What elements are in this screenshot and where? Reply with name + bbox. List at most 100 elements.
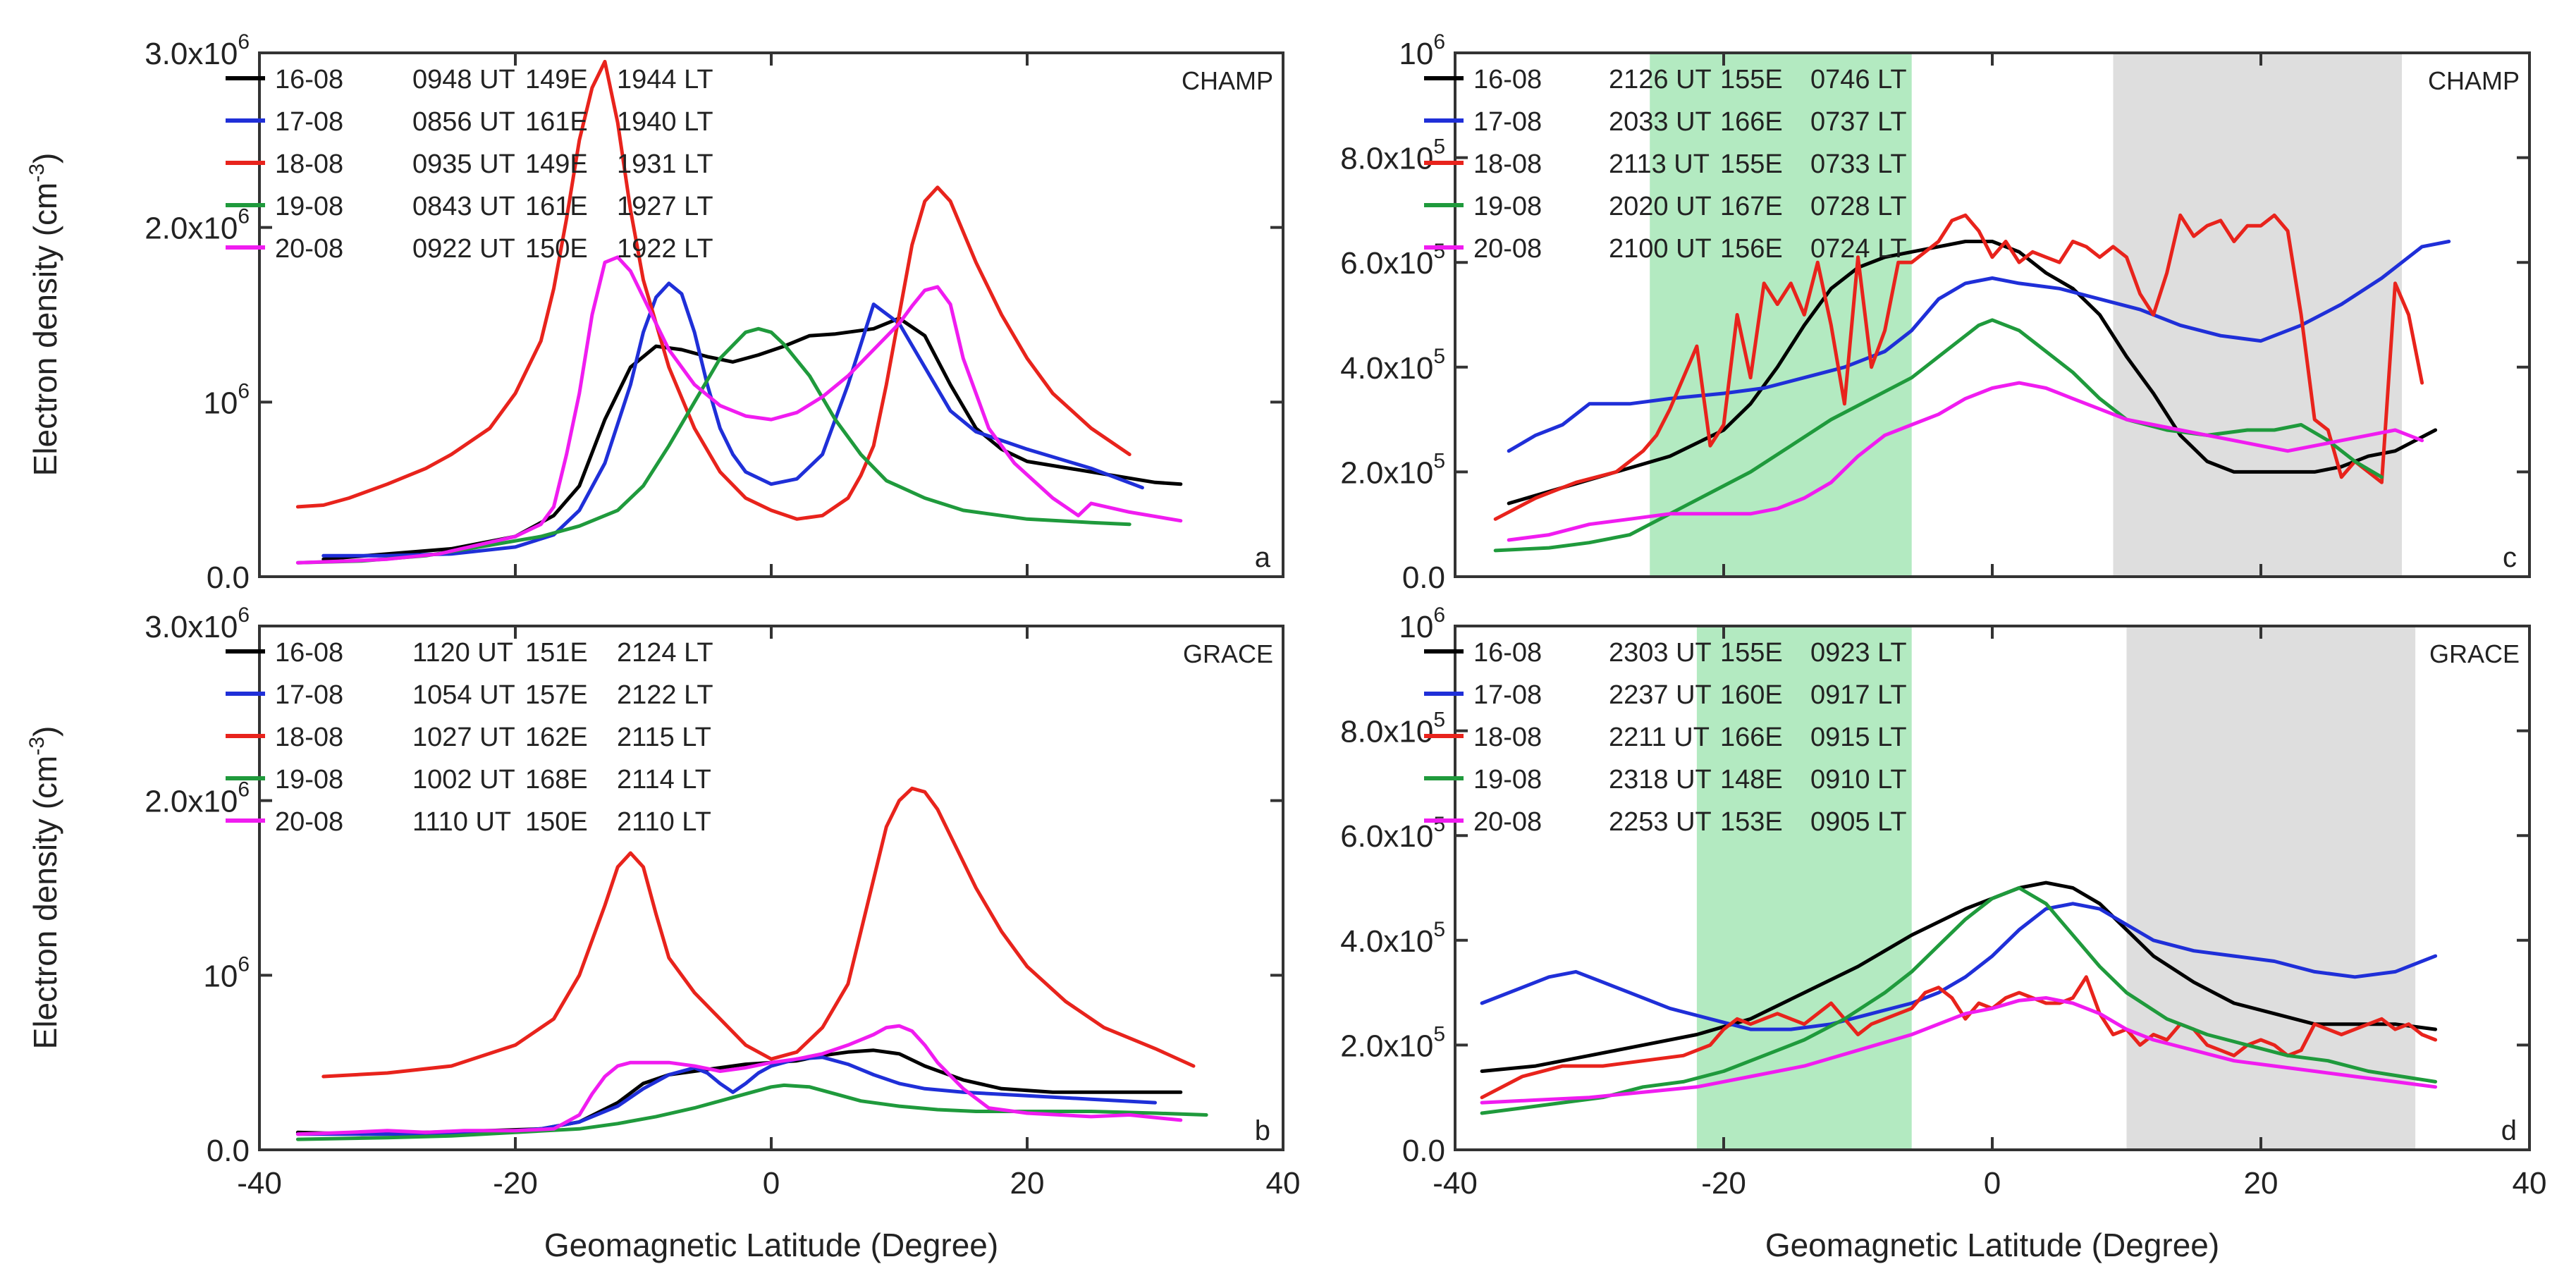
y-tick-label-base: 0.0	[207, 1134, 250, 1168]
y-tick-label: 6.0x105	[1340, 813, 1445, 854]
legend-entry-17-08: 17-08 1054 UT 157E 2122 LT	[226, 680, 713, 710]
y-tick-label-base: 4.0x10	[1340, 924, 1433, 959]
legend-entry-16-08: 16-08 1120 UT 151E 2124 LT	[226, 638, 713, 668]
legend-ut: 2237 UT	[1609, 680, 1712, 710]
series-line-18-08	[1480, 975, 2438, 1100]
series-line-20-08	[295, 255, 1183, 565]
legend-date: 18-08	[1473, 723, 1542, 752]
legend-ut: 2126 UT	[1609, 65, 1712, 94]
legend-lt: 0746 LT	[1810, 65, 1907, 94]
y-tick-label-base: 2.0x10	[1340, 455, 1433, 490]
y-tick-label-exponent: 6	[1433, 603, 1445, 627]
y-tick-label-exponent: 5	[1433, 918, 1445, 941]
legend-entry-17-08: 17-08 2237 UT 160E 0917 LT	[1424, 680, 1907, 710]
legend-date: 18-08	[1473, 149, 1542, 179]
y-tick-label: 106	[203, 379, 250, 420]
y-tick-label-base: 3.0x10	[145, 37, 238, 71]
panel-letter: c	[2503, 542, 2517, 573]
legend-entry-19-08: 19-08 0843 UT 161E 1927 LT	[226, 192, 713, 221]
y-tick-label-exponent: 6	[238, 379, 250, 403]
y-tick-label-exponent: 5	[1433, 709, 1445, 732]
shaded-band-green	[1650, 53, 1912, 577]
legend-date: 17-08	[1473, 680, 1542, 710]
x-tick-label: -20	[1701, 1166, 1746, 1201]
y-tick-label-exponent: 5	[1433, 813, 1445, 836]
y-tick-label-base: 4.0x10	[1340, 351, 1433, 386]
series-line-20-08	[1507, 381, 2424, 542]
legend-longitude: 167E	[1720, 192, 1783, 221]
legend-entry-17-08: 17-08 0856 UT 161E 1940 LT	[226, 107, 713, 137]
y-tick-label: 0.0	[207, 1134, 250, 1168]
y-tick-label-base: 8.0x10	[1340, 142, 1433, 176]
legend-lt: 1927 LT	[617, 192, 713, 221]
legend-lt: 0917 LT	[1810, 680, 1907, 710]
legend-ut: 2020 UT	[1609, 192, 1712, 221]
y-tick-label: 0.0	[1402, 560, 1445, 595]
y-tick-label-exponent: 6	[238, 952, 250, 976]
x-tick-label: 0	[763, 1166, 780, 1201]
x-tick-label: -20	[493, 1166, 538, 1201]
x-tick-label: 20	[1010, 1166, 1045, 1201]
y-tick-label: 3.0x106	[145, 30, 250, 71]
series-line-18-08	[321, 786, 1196, 1079]
legend-lt: 0724 LT	[1810, 234, 1907, 264]
instrument-label: CHAMP	[2428, 66, 2520, 95]
legend-ut: 0856 UT	[412, 107, 515, 137]
y-tick-label: 2.0x106	[145, 205, 250, 246]
legend-longitude: 155E	[1720, 65, 1783, 94]
y-tick-label-base: 3.0x10	[145, 610, 238, 644]
series-line-19-08	[1480, 886, 2438, 1115]
legend-longitude: 153E	[1720, 807, 1783, 837]
legend-longitude: 166E	[1720, 107, 1783, 137]
legend-longitude: 162E	[525, 723, 588, 752]
legend-lt: 2122 LT	[617, 680, 713, 710]
series-line-20-08	[1480, 996, 2438, 1105]
legend-lt: 0923 LT	[1810, 638, 1907, 668]
legend-ut: 1120 UT	[412, 638, 513, 668]
y-tick-label-base: 0.0	[1402, 1134, 1445, 1168]
legend-ut: 2253 UT	[1609, 807, 1712, 837]
panel-letter: b	[1255, 1115, 1270, 1146]
y-tick-label-exponent: 6	[238, 30, 250, 54]
shaded-band-gray	[2126, 626, 2416, 1150]
legend-lt: 2110 LT	[617, 807, 711, 837]
legend-ut: 2211 UT	[1609, 723, 1710, 752]
legend-date: 17-08	[1473, 107, 1542, 137]
y-axis-label-text: Electron density (cm	[27, 756, 63, 1050]
legend-entry-19-08: 19-08 1002 UT 168E 2114 LT	[226, 765, 711, 795]
legend-date: 18-08	[275, 149, 343, 179]
legend-lt: 2114 LT	[617, 765, 711, 795]
legend-entry-17-08: 17-08 2033 UT 166E 0737 LT	[1424, 107, 1907, 137]
y-tick-label: 106	[203, 952, 250, 993]
y-tick-label: 0.0	[207, 560, 250, 595]
y-tick-label: 4.0x105	[1340, 918, 1445, 959]
legend-lt: 0728 LT	[1810, 192, 1907, 221]
instrument-label: CHAMP	[1182, 66, 1273, 95]
legend-longitude: 160E	[1720, 680, 1783, 710]
legend-ut: 0922 UT	[412, 234, 515, 264]
x-axis-label-right: Geomagnetic Latitude (Degree)	[1765, 1227, 2219, 1263]
series-line-19-08	[295, 326, 1131, 565]
legend-lt: 0910 LT	[1810, 765, 1907, 795]
legend-date: 20-08	[1473, 807, 1542, 837]
legend-date: 19-08	[1473, 765, 1542, 795]
y-tick-label: 106	[1399, 603, 1445, 644]
panel-letter: a	[1255, 542, 1271, 573]
legend-date: 18-08	[275, 723, 343, 752]
legend-lt: 2124 LT	[617, 638, 713, 668]
legend-entry-18-08: 18-08 0935 UT 149E 1931 LT	[226, 149, 713, 179]
legend-date: 16-08	[275, 65, 343, 94]
y-tick-label: 2.0x105	[1340, 449, 1445, 490]
y-axis-label-top: Electron density (cm-3)	[25, 153, 63, 477]
legend-date: 19-08	[1473, 192, 1542, 221]
legend-entry-16-08: 16-08 2303 UT 155E 0923 LT	[1424, 638, 1907, 668]
series-line-18-08	[1493, 213, 2424, 521]
legend-longitude: 150E	[525, 234, 588, 264]
x-tick-label: 40	[2513, 1166, 2547, 1201]
x-axis-label-left: Geomagnetic Latitude (Degree)	[544, 1227, 998, 1263]
legend-date: 16-08	[275, 638, 343, 668]
legend-longitude: 149E	[525, 149, 588, 179]
